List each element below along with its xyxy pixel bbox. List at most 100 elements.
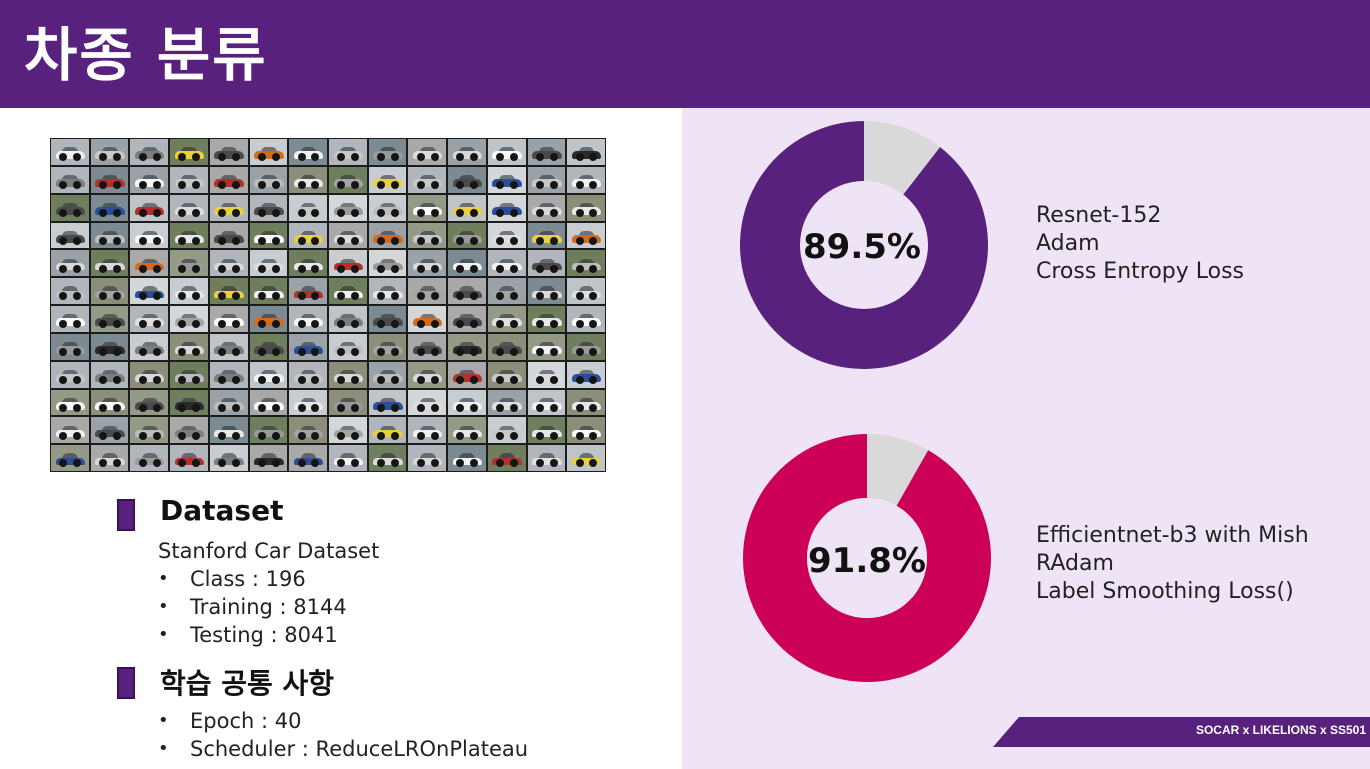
car-body-shape (571, 429, 602, 438)
car-body-shape (333, 262, 363, 271)
car-window-shape (419, 286, 436, 292)
car-thumbnail (51, 361, 89, 388)
car-window-shape (62, 175, 79, 181)
car-wheel-shape (218, 236, 227, 245)
car-wheel-shape (351, 403, 360, 412)
car-wheel-shape (73, 153, 82, 162)
car-window-shape (499, 453, 516, 459)
car-wheel-shape (456, 375, 465, 384)
car-thumbnail (368, 194, 407, 221)
car-thumbnail (567, 194, 605, 221)
car-window-shape (538, 397, 555, 403)
car-wheel-shape (390, 403, 399, 412)
car-wheel-shape (535, 292, 544, 301)
car-window-shape (340, 369, 357, 376)
car-wheel-shape (59, 403, 68, 412)
car-window-shape (538, 175, 555, 181)
car-thumbnail (567, 445, 605, 471)
car-wheel-shape (59, 208, 68, 217)
car-body-shape (532, 207, 562, 215)
car-thumbnail (487, 278, 526, 304)
car-wheel-shape (99, 292, 107, 301)
car-body-shape (254, 151, 284, 160)
car-thumbnail (90, 417, 129, 444)
car-thumbnail (209, 389, 248, 416)
car-wheel-shape (178, 403, 187, 412)
car-wheel-shape (575, 153, 584, 162)
car-body-shape (412, 262, 443, 271)
car-wheel-shape (351, 431, 360, 440)
car-body-shape (134, 290, 165, 299)
car-wheel-shape (271, 236, 280, 245)
car-thumbnail (130, 306, 169, 332)
car-wheel-shape (73, 320, 82, 329)
car-thumbnail (448, 417, 486, 444)
car-window-shape (499, 425, 516, 431)
footer-tag-shape (993, 717, 1370, 747)
car-thumbnail (329, 333, 367, 360)
car-thumbnail (130, 333, 169, 360)
car-thumbnail (527, 306, 566, 332)
car-thumbnail (90, 361, 129, 388)
donut-svg: 89.5% (740, 121, 988, 369)
car-wheel-shape (59, 292, 68, 301)
car-wheel-shape (535, 348, 544, 357)
car-body-shape (412, 318, 443, 327)
car-wheel-shape (416, 264, 425, 273)
car-wheel-shape (377, 236, 385, 245)
car-wheel-shape (337, 375, 346, 384)
car-wheel-shape (271, 292, 280, 301)
car-wheel-shape (271, 431, 280, 440)
car-wheel-shape (535, 208, 544, 217)
car-wheel-shape (192, 208, 201, 217)
car-wheel-shape (390, 375, 399, 384)
car-window-shape (380, 175, 396, 181)
car-wheel-shape (257, 348, 266, 357)
car-window-shape (181, 230, 198, 236)
car-wheel-shape (257, 292, 266, 301)
car-wheel-shape (99, 208, 107, 217)
car-thumbnail (209, 333, 248, 360)
car-body-shape (95, 234, 125, 243)
car-wheel-shape (575, 264, 584, 273)
car-body-shape (214, 262, 244, 271)
car-thumbnail (249, 306, 288, 332)
car-wheel-shape (192, 320, 201, 329)
car-window-shape (499, 397, 516, 403)
car-thumbnail (487, 389, 526, 416)
car-thumbnail (408, 194, 447, 221)
car-wheel-shape (575, 292, 584, 301)
car-thumbnail (90, 278, 129, 304)
car-wheel-shape (377, 403, 385, 412)
car-wheel-shape (178, 181, 187, 190)
car-window-shape (578, 230, 595, 236)
car-wheel-shape (271, 348, 280, 357)
car-window-shape (419, 425, 436, 431)
car-thumbnail (289, 139, 327, 165)
car-body-shape (373, 290, 403, 299)
car-window-shape (221, 369, 238, 376)
car-body-shape (293, 151, 324, 160)
car-wheel-shape (589, 348, 598, 357)
car-wheel-shape (218, 348, 227, 357)
car-wheel-shape (496, 348, 505, 357)
car-wheel-shape (232, 459, 241, 468)
car-window-shape (300, 369, 317, 376)
car-wheel-shape (456, 320, 465, 329)
car-wheel-shape (138, 403, 147, 412)
car-thumbnail (408, 417, 447, 444)
car-wheel-shape (510, 208, 519, 217)
car-thumbnail (249, 361, 288, 388)
car-wheel-shape (337, 292, 346, 301)
car-body-shape (412, 457, 443, 466)
car-thumbnail (527, 333, 566, 360)
car-body-shape (373, 151, 403, 160)
car-wheel-shape (430, 208, 439, 217)
car-wheel-shape (589, 264, 598, 273)
car-body-shape (174, 207, 205, 215)
car-wheel-shape (416, 431, 425, 440)
car-wheel-shape (549, 181, 558, 190)
car-window-shape (340, 397, 357, 403)
car-body-shape (373, 374, 403, 382)
car-thumbnail (90, 166, 129, 193)
